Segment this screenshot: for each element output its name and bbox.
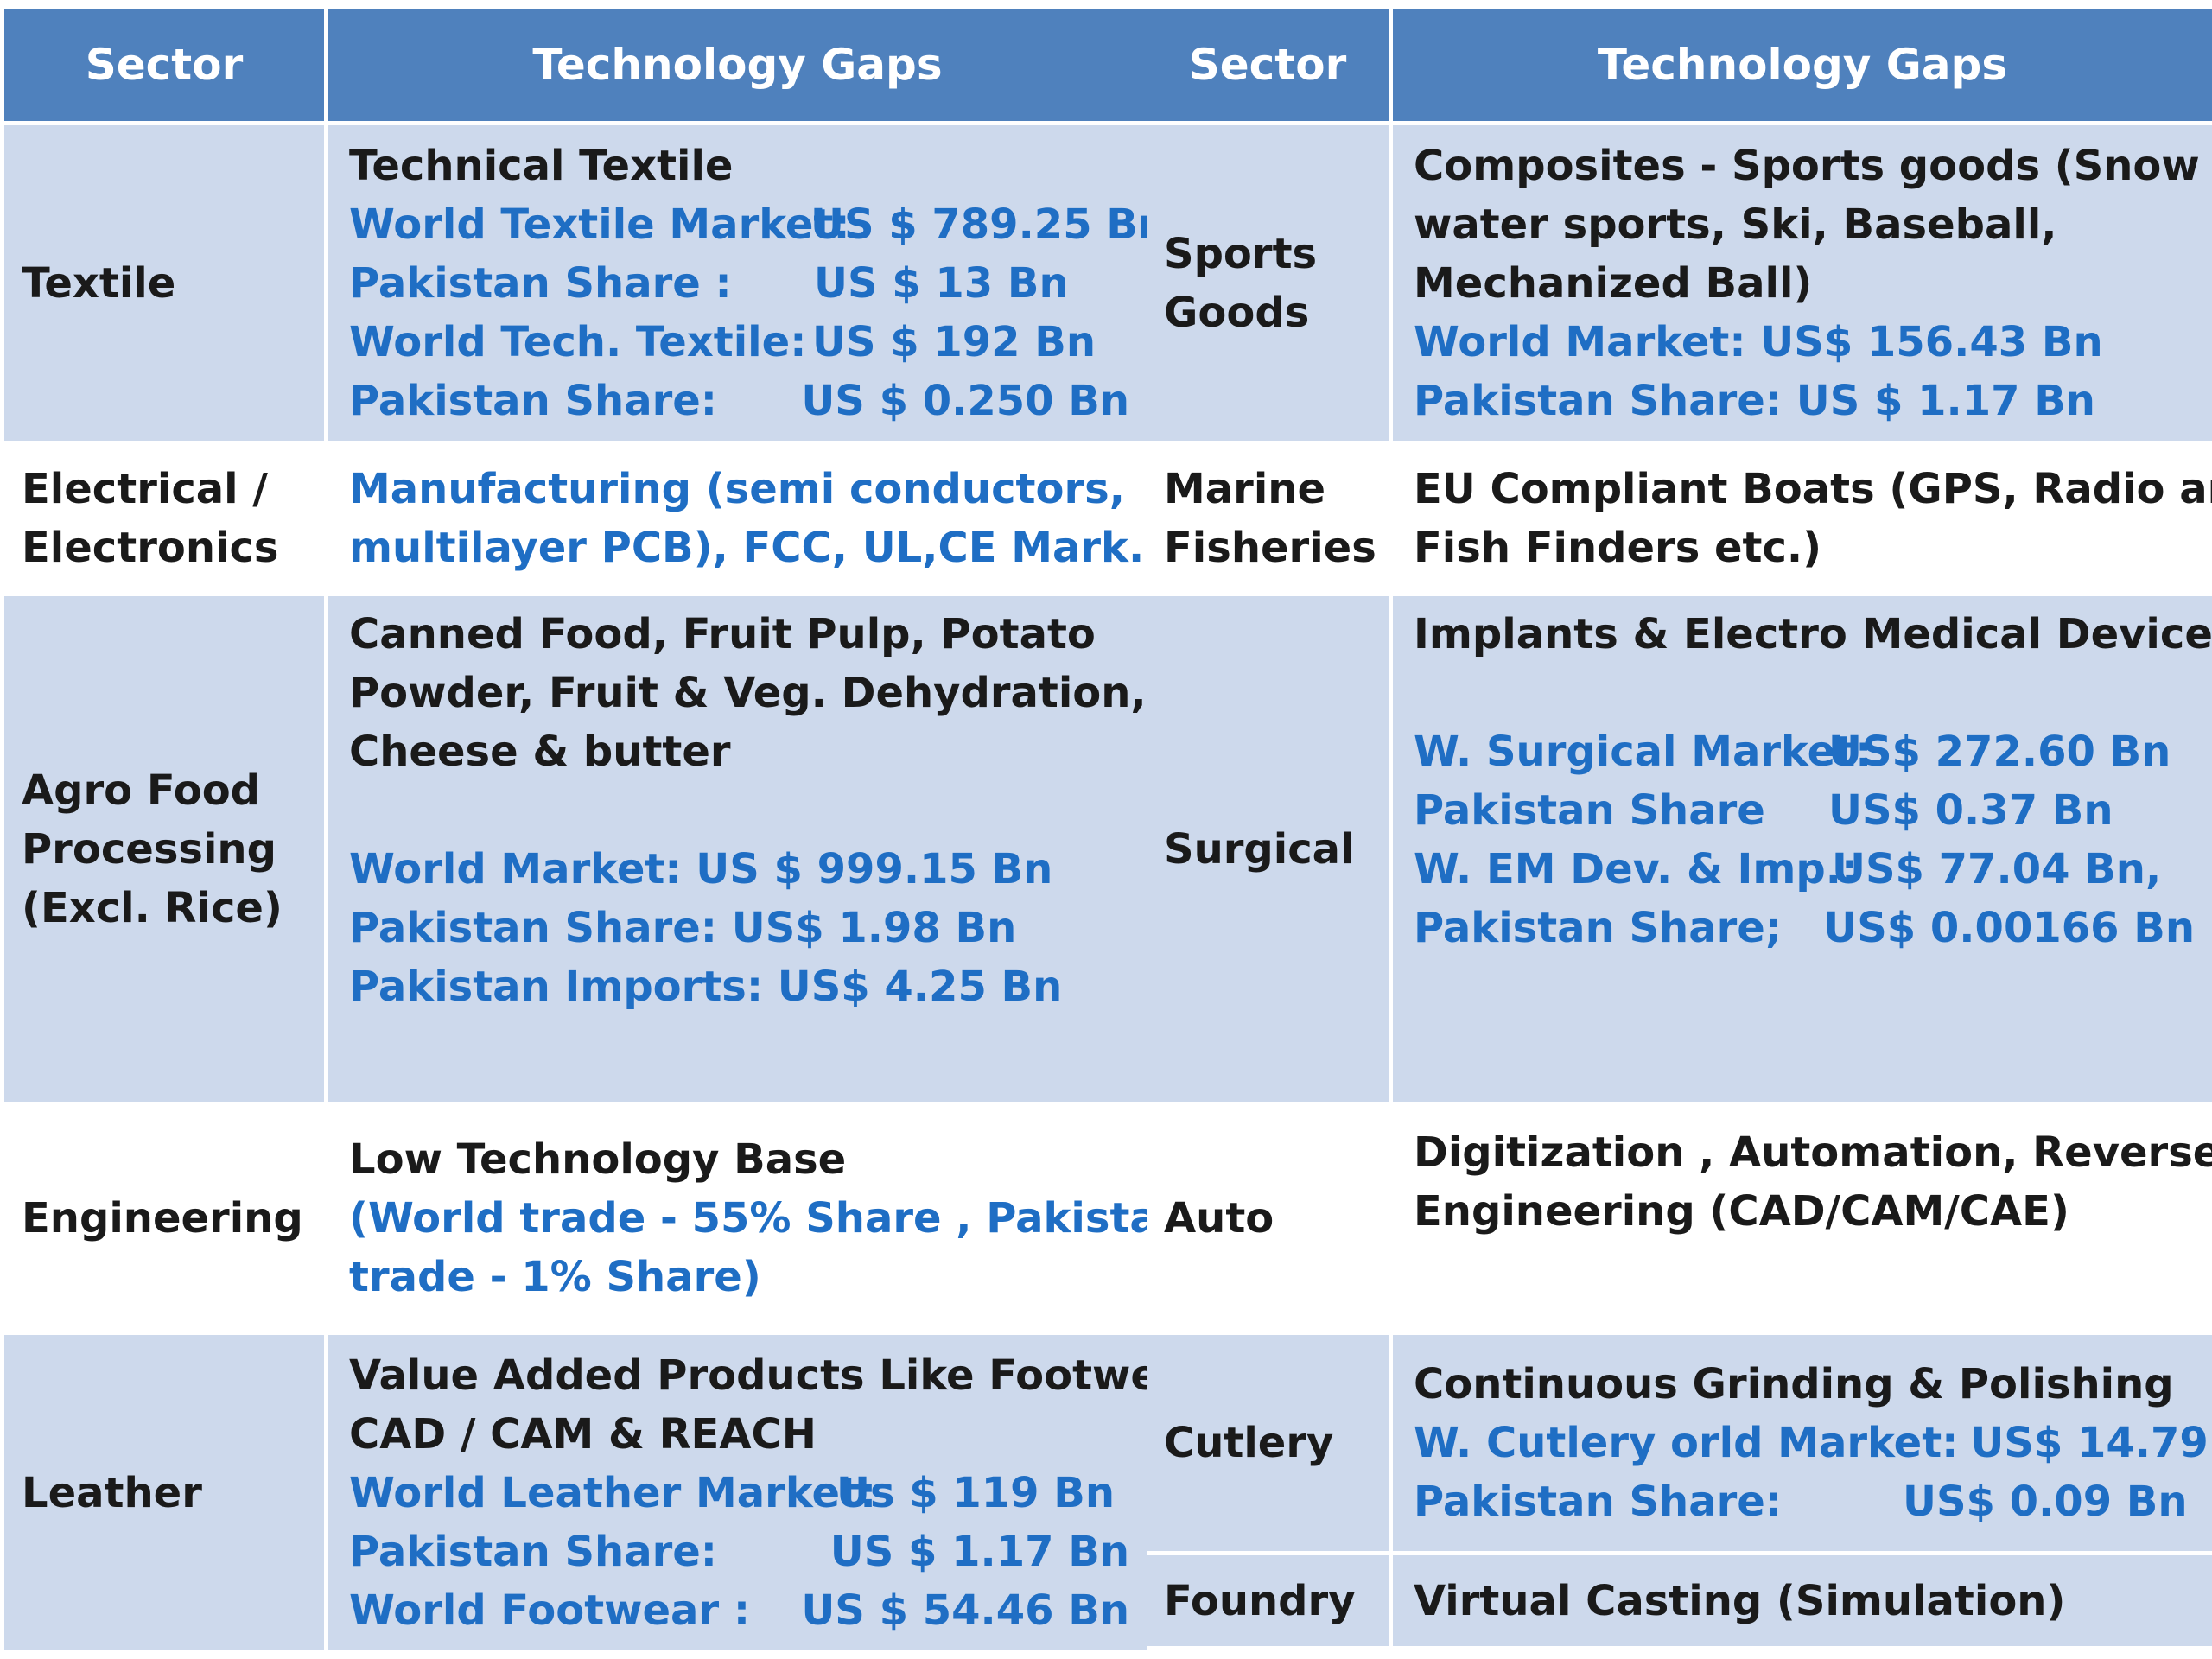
- stat-row: World Textile Market: US $ 789.25 Bn: [349, 200, 1168, 249]
- sector-sports: Sports Goods: [1147, 125, 1389, 441]
- left-table: Sector Technology Gaps Textile Technical…: [0, 4, 1228, 1655]
- gaps-auto: Digitization , Automation, Reverse Engin…: [1393, 1106, 2212, 1331]
- gap-title: Technical Textile: [349, 141, 734, 190]
- sector-surgical: Surgical: [1147, 596, 1389, 1102]
- stat-row: Pakistan Share; US$ 0.00166 Bn: [1414, 904, 2195, 952]
- stat-row: Pakistan Share: US $ 0.250 Bn: [349, 376, 1129, 425]
- gaps-engineering: Low Technology Base (World trade - 55% S…: [328, 1106, 1228, 1331]
- stat-row: W. EM Dev. & Imp.: US$ 77.04 Bn,: [1414, 845, 2162, 893]
- table-row-auto: Auto Digitization , Automation, Reverse …: [1147, 1106, 2212, 1331]
- stat-row: World Tech. Textile: US $ 192 Bn: [349, 317, 1096, 366]
- sector-leather: Leather: [4, 1335, 324, 1650]
- sector-cutlery: Cutlery: [1147, 1335, 1389, 1551]
- table-row-agro: Agro Food Processing (Excl. Rice) Canned…: [4, 596, 1147, 1102]
- stat-row: World Footwear : US $ 54.46 Bn: [349, 1586, 1129, 1635]
- technology-gaps-header: Technology Gaps: [328, 9, 1147, 121]
- table-row-marine: Marine Fisheries EU Compliant Boats (GPS…: [1147, 445, 2212, 592]
- sector-textile: Textile: [4, 125, 324, 441]
- gaps-foundry: Virtual Casting (Simulation): [1393, 1555, 2212, 1646]
- sector-electrical: Electrical / Electronics: [4, 445, 324, 592]
- table-row-cutlery: Cutlery Continuous Grinding & Polishing …: [1147, 1335, 2212, 1551]
- sector-auto: Auto: [1147, 1106, 1389, 1331]
- stat-row: W. Surgical Market: US$ 272.60 Bn: [1414, 728, 2171, 776]
- gaps-sports: Composites - Sports goods (Snow & water …: [1393, 125, 2212, 441]
- gaps-electrical: Manufacturing (semi conductors, multilay…: [328, 445, 1147, 592]
- stat-row: W. Cutlery orld Market:US$ 14.79 Bn: [1414, 1419, 2212, 1467]
- sector-marine: Marine Fisheries: [1147, 445, 1389, 592]
- stat-row: World Leather Market: Us $ 119 Bn: [349, 1468, 1116, 1517]
- gaps-marine: EU Compliant Boats (GPS, Radio and Fish …: [1393, 445, 2212, 592]
- gaps-agro: Canned Food, Fruit Pulp, Potato Powder, …: [328, 596, 1147, 1102]
- sector-foundry: Foundry: [1147, 1555, 1389, 1646]
- gaps-surgical: Implants & Electro Medical Devices W. Su…: [1393, 596, 2212, 1102]
- table-row-engineering: Engineering Low Technology Base (World t…: [4, 1106, 1228, 1331]
- table-row-sports: Sports Goods Composites - Sports goods (…: [1147, 125, 2212, 441]
- stat-row: Pakistan Share: US$ 0.09 Bn: [1414, 1478, 2188, 1526]
- table-row-leather: Leather Value Added Products Like Footwe…: [4, 1335, 1207, 1650]
- table-row-electrical: Electrical / Electronics Manufacturing (…: [4, 445, 1147, 592]
- technology-gaps-header: Technology Gaps: [1393, 9, 2212, 121]
- sector-header: Sector: [1147, 9, 1389, 121]
- sector-engineering: Engineering: [4, 1106, 324, 1331]
- gaps-leather: Value Added Products Like Footwear CAD /…: [328, 1335, 1207, 1650]
- stat-row: Pakistan Share : US $ 13 Bn: [349, 258, 1069, 308]
- table-row-foundry: Foundry Virtual Casting (Simulation): [1147, 1555, 2212, 1646]
- sector-header: Sector: [4, 9, 324, 121]
- table-row-textile: Textile Technical Textile World Textile …: [4, 125, 1168, 441]
- right-table: Sector Technology Gaps Sports Goods Comp…: [1142, 4, 2212, 1650]
- gaps-cutlery: Continuous Grinding & Polishing W. Cutle…: [1393, 1335, 2212, 1551]
- stat-row: Pakistan Share: US $ 1.17 Bn: [349, 1527, 1129, 1576]
- stat-row: Pakistan Share US$ 0.37 Bn: [1414, 786, 2113, 835]
- sector-agro: Agro Food Processing (Excl. Rice): [4, 596, 324, 1102]
- table-row-surgical: Surgical Implants & Electro Medical Devi…: [1147, 596, 2212, 1102]
- gaps-textile: Technical Textile World Textile Market: U…: [328, 125, 1168, 441]
